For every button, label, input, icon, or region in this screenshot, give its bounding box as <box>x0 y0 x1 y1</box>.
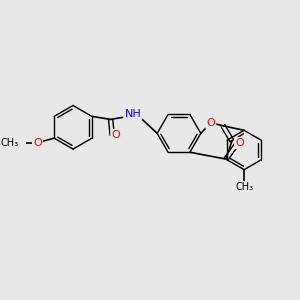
Text: O: O <box>206 118 215 128</box>
Text: O: O <box>111 130 120 140</box>
Text: O: O <box>33 138 42 148</box>
Text: CH₃: CH₃ <box>235 182 253 192</box>
Text: O: O <box>235 138 244 148</box>
Text: NH: NH <box>124 109 141 119</box>
Text: CH₃: CH₃ <box>0 138 18 148</box>
